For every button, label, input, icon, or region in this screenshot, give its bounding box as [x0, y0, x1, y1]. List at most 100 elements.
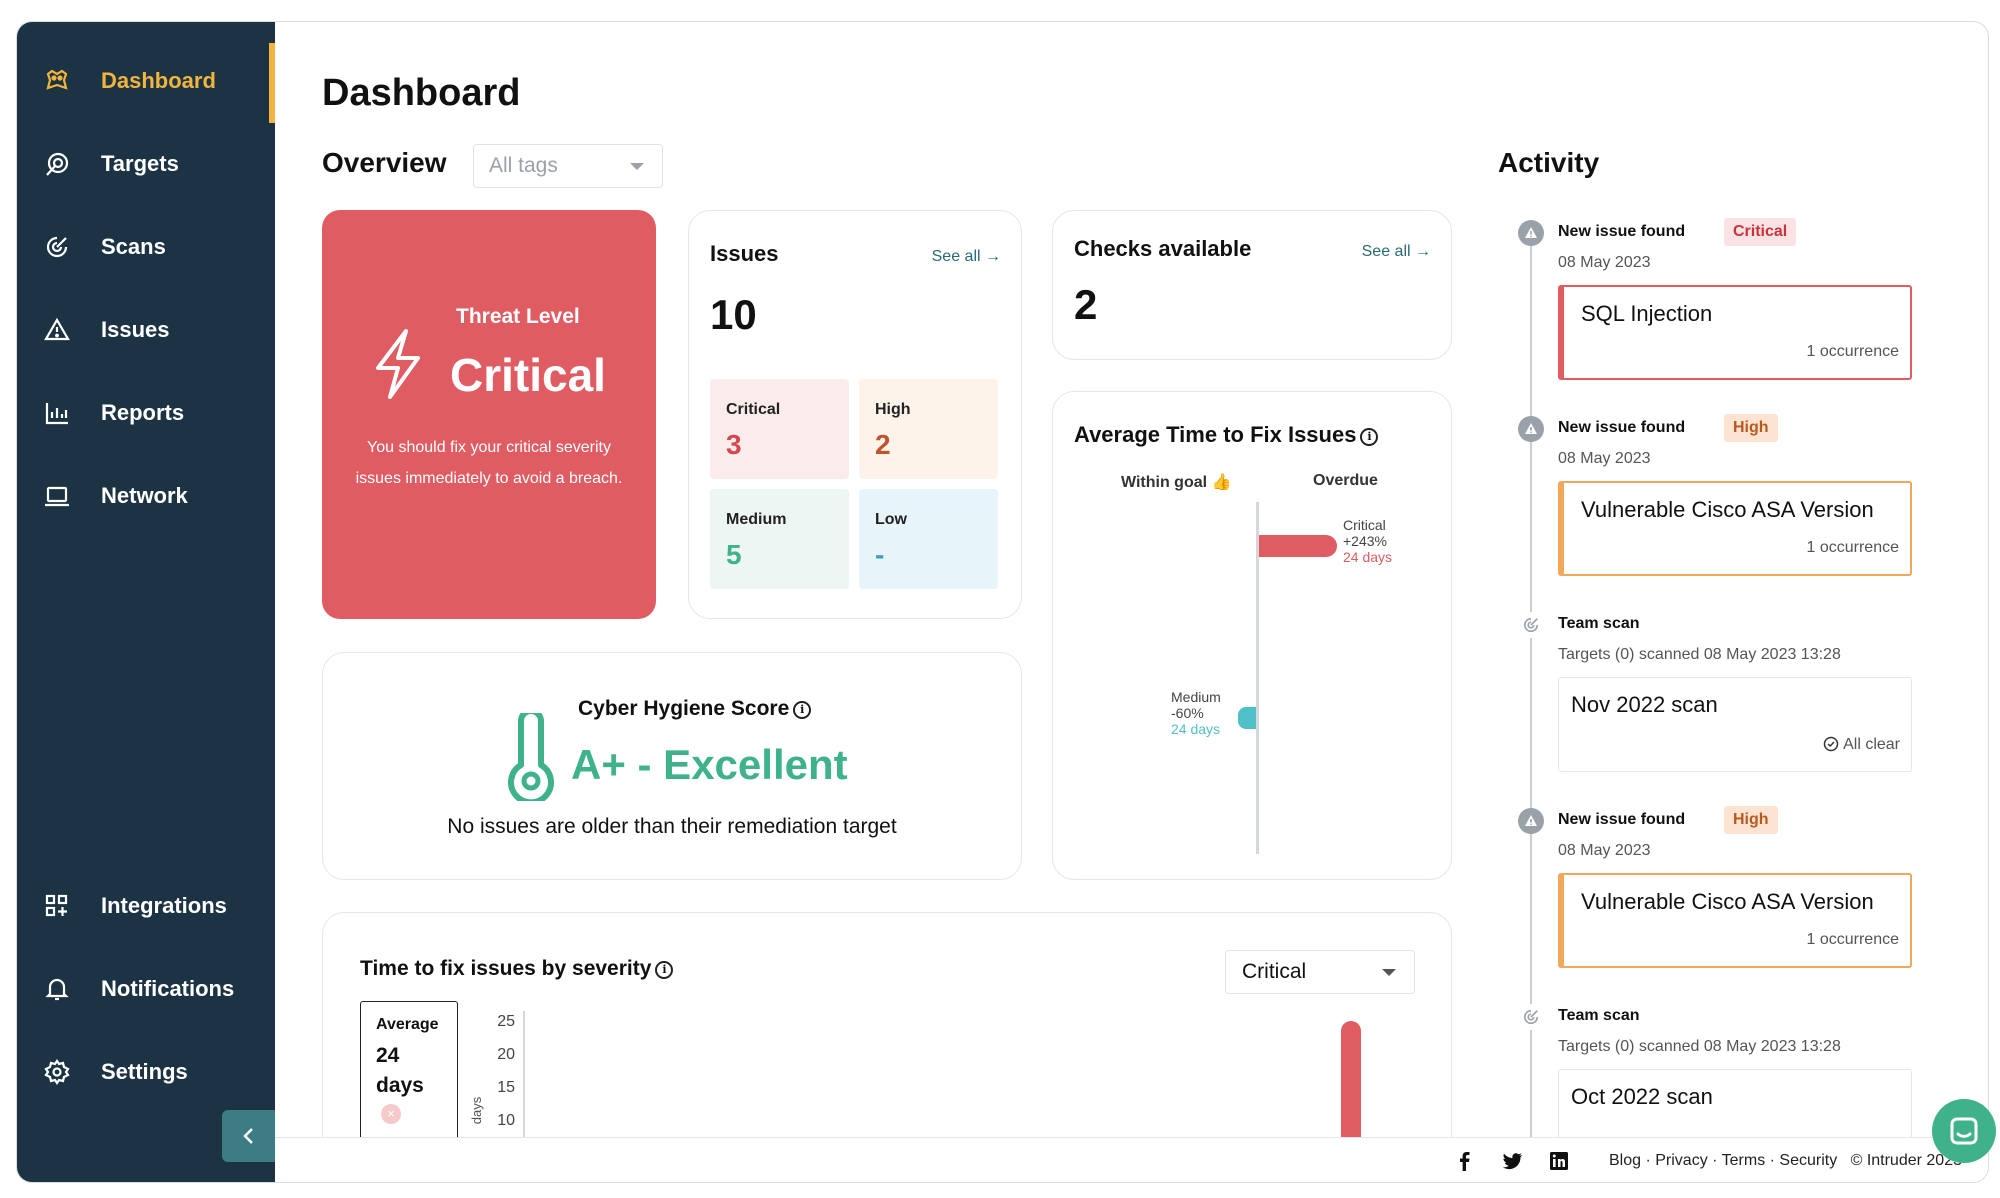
sidebar-item-notifications[interactable]: Notifications [17, 951, 275, 1027]
sidebar-item-reports[interactable]: Reports [17, 375, 275, 451]
activity-card[interactable]: Vulnerable Cisco ASA Version 1 occurrenc… [1558, 873, 1912, 968]
checks-see-all-link[interactable]: See all → [1361, 243, 1431, 260]
scans-icon [44, 234, 70, 260]
sidebar-item-scans[interactable]: Scans [17, 209, 275, 285]
medium-bar-label: Medium -60% 24 days [1171, 689, 1221, 737]
hygiene-grade: A+ - Excellent [571, 741, 848, 788]
gear-icon [44, 1059, 70, 1085]
within-goal-label: Within goal 👍 [1121, 474, 1232, 491]
sidebar-item-label: Scans [101, 234, 166, 259]
issues-card: Issues See all → 10 Critical 3 High 2 Me… [688, 210, 1022, 619]
medium-bar [1238, 707, 1256, 729]
chat-icon [1950, 1117, 1978, 1145]
activity-head: New issue found [1558, 419, 1686, 436]
dashboard-icon [44, 68, 70, 94]
footer-link-privacy[interactable]: Privacy [1655, 1152, 1708, 1169]
activity-date: Targets (0) scanned 08 May 2023 13:28 [1558, 646, 1841, 663]
average-value: 24 [376, 1044, 400, 1067]
activity-card-note: 1 occurrence [1806, 931, 1900, 948]
activity-card[interactable]: SQL Injection 1 occurrence [1558, 285, 1912, 380]
y-axis-line [523, 1011, 525, 1182]
activity-card-note: All clear [1823, 736, 1900, 754]
alert-icon [1518, 220, 1544, 246]
avg-time-to-fix-card: Average Time to Fix Issues i Within goal … [1052, 391, 1452, 880]
sidebar-item-targets[interactable]: Targets [17, 126, 275, 202]
grid-icon [44, 893, 70, 919]
sidebar: Dashboard Targets Scans Issues Reports [17, 22, 275, 1182]
activity-card-note: 1 occurrence [1806, 343, 1900, 360]
footer-copyright: Intruder 2023 [1866, 1152, 1962, 1169]
status-badge: High [1724, 414, 1778, 442]
sidebar-item-label: Targets [101, 151, 179, 176]
footer-link-security[interactable]: Security [1779, 1152, 1838, 1169]
sidebar-item-issues[interactable]: Issues [17, 292, 275, 368]
sidebar-item-label: Network [101, 483, 188, 508]
severity-critical-tile[interactable]: Critical 3 [710, 379, 849, 479]
activity-card-title: Oct 2022 scan [1571, 1084, 1713, 1109]
collapse-sidebar-button[interactable] [222, 1110, 275, 1162]
sidebar-item-network[interactable]: Network [17, 458, 275, 534]
activity-card[interactable]: Nov 2022 scan All clear [1558, 677, 1912, 772]
severity-count: 5 [726, 539, 742, 570]
chevron-down-icon [630, 163, 644, 170]
severity-high-tile[interactable]: High 2 [859, 379, 998, 479]
sidebar-item-dashboard[interactable]: Dashboard [17, 43, 275, 123]
severity-count: 3 [726, 429, 742, 460]
average-label: Average [376, 1016, 439, 1033]
activity-card-title: Vulnerable Cisco ASA Version [1581, 889, 1874, 914]
chat-button[interactable] [1932, 1099, 1996, 1163]
tags-select[interactable]: All tags [473, 144, 663, 188]
status-badge: High [1724, 806, 1778, 834]
overview-title: Overview [322, 147, 447, 178]
activity-card[interactable]: Oct 2022 scan [1558, 1069, 1912, 1144]
activity-head: Team scan [1558, 1007, 1640, 1024]
average-unit: days [376, 1074, 424, 1097]
sidebar-item-label: Reports [101, 400, 185, 425]
footer-link-blog[interactable]: Blog [1609, 1152, 1642, 1169]
threat-level-value: Critical [450, 349, 606, 401]
issues-title: Issues [710, 241, 779, 266]
chart-icon [44, 400, 70, 426]
severity-low-tile[interactable]: Low - [859, 489, 998, 589]
sidebar-item-label: Integrations [101, 893, 227, 918]
severity-name: Low [875, 511, 907, 528]
severity-medium-tile[interactable]: Medium 5 [710, 489, 849, 589]
checks-title: Checks available [1074, 236, 1252, 261]
severity-select[interactable]: Critical [1225, 950, 1415, 994]
threat-level-description: You should fix your critical severity is… [355, 439, 623, 487]
app-window: Dashboard Targets Scans Issues Reports [16, 21, 1989, 1183]
info-icon[interactable]: i [655, 961, 674, 979]
close-icon: × [381, 1104, 401, 1124]
checks-value: 2 [1074, 281, 1098, 328]
sidebar-item-label: Notifications [101, 976, 235, 1001]
thermometer-icon [508, 713, 554, 801]
info-icon[interactable]: i [793, 701, 812, 719]
lightning-icon [376, 329, 420, 399]
tags-select-value: All tags [489, 154, 558, 177]
activity-card[interactable]: Vulnerable Cisco ASA Version 1 occurrenc… [1558, 481, 1912, 576]
critical-bar-label: Critical +243% 24 days [1343, 517, 1393, 565]
severity-count: - [875, 539, 885, 570]
info-icon[interactable]: i [1360, 428, 1379, 446]
activity-head: Team scan [1558, 615, 1640, 632]
linkedin-icon[interactable] [1548, 1150, 1570, 1172]
sidebar-item-integrations[interactable]: Integrations [17, 868, 275, 944]
thumbs-up-icon: 👍 [1211, 474, 1232, 491]
activity-card-title: Vulnerable Cisco ASA Version [1581, 497, 1874, 522]
activity-date: 08 May 2023 [1558, 842, 1651, 859]
footer-link-terms[interactable]: Terms [1721, 1152, 1766, 1169]
status-badge: Critical [1724, 218, 1797, 246]
activity-date: Targets (0) scanned 08 May 2023 13:28 [1558, 1038, 1841, 1055]
footer: Blog · Privacy · Terms · Security © Intr… [275, 1137, 1988, 1182]
scans-icon [1518, 612, 1544, 638]
facebook-icon[interactable] [1454, 1150, 1476, 1172]
sidebar-item-settings[interactable]: Settings [17, 1034, 275, 1110]
targets-icon [44, 151, 70, 177]
footer-links: Blog · Privacy · Terms · Security © Intr… [1609, 1152, 1962, 1169]
issues-total: 10 [710, 291, 757, 338]
issues-see-all-link[interactable]: See all → [931, 248, 1001, 265]
activity-date: 08 May 2023 [1558, 450, 1651, 467]
twitter-icon[interactable] [1501, 1150, 1523, 1172]
check-circle-icon [1823, 736, 1839, 752]
time-to-fix-title: Time to fix issues by severity i [360, 957, 674, 981]
